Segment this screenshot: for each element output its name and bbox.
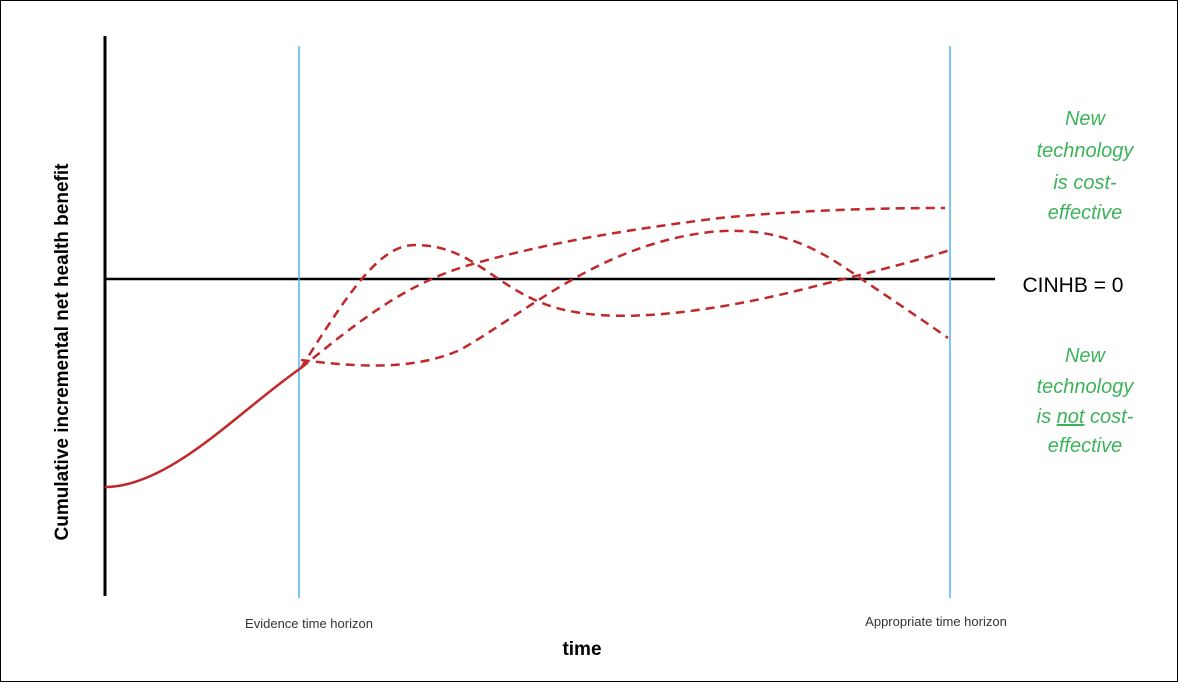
projection-curve-2 (300, 206, 946, 369)
upper-note-line-2: technology (1037, 140, 1135, 162)
lower-note-line-3-prefix: is (1037, 406, 1057, 428)
lower-note-line-3-emph: not (1057, 406, 1086, 428)
lower-note-line-4: effective (1048, 435, 1122, 457)
observed-curve (104, 366, 302, 489)
x-axis-label: time (562, 639, 601, 660)
lower-note: New technology is not cost- effective (1037, 345, 1135, 457)
projection-curve-1 (299, 243, 951, 369)
lower-note-line-2: technology (1037, 376, 1135, 398)
upper-note-line-4: effective (1048, 202, 1122, 224)
evidence-horizon-label: Evidence time horizon (245, 616, 373, 631)
y-axis-label: Cumulative incremental net health benefi… (52, 163, 73, 541)
lower-note-line-3-suffix: cost- (1084, 406, 1133, 428)
upper-note-line-1: New (1065, 108, 1107, 130)
zero-line-label: CINHB = 0 (1023, 274, 1124, 297)
projection-curve-3 (300, 229, 949, 367)
upper-note: New technology is cost- effective (1037, 108, 1135, 224)
upper-note-line-3: is cost- (1053, 172, 1117, 194)
lower-note-line-1: New (1065, 345, 1107, 367)
lower-note-line-3: is not cost- (1037, 406, 1134, 428)
appropriate-horizon-label: Appropriate time horizon (865, 614, 1007, 629)
